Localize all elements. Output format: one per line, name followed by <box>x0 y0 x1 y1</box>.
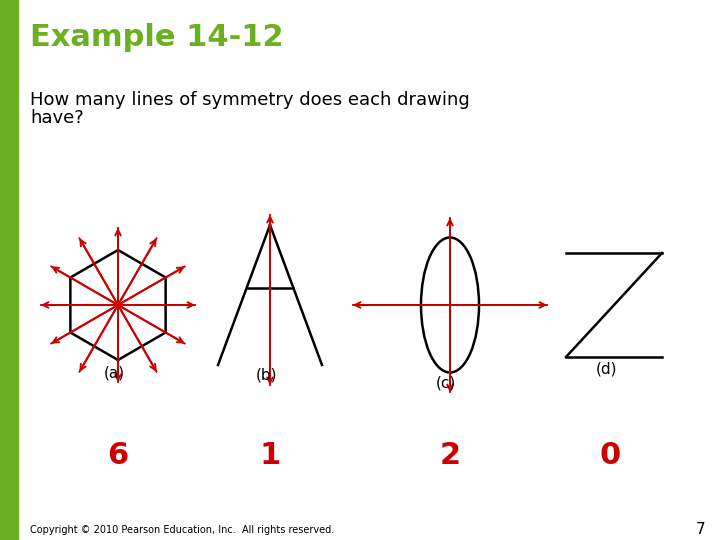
Text: (b): (b) <box>256 368 277 383</box>
Text: 6: 6 <box>107 441 129 469</box>
Text: 7: 7 <box>696 523 705 537</box>
Bar <box>0 0 18 540</box>
Text: (a): (a) <box>104 366 125 381</box>
Text: (c): (c) <box>436 375 456 390</box>
Text: How many lines of symmetry does each drawing: How many lines of symmetry does each dra… <box>30 91 469 109</box>
Text: 1: 1 <box>259 441 281 469</box>
Text: have?: have? <box>30 109 84 127</box>
Text: Copyright © 2010 Pearson Education, Inc.  All rights reserved.: Copyright © 2010 Pearson Education, Inc.… <box>30 525 334 535</box>
Text: 0: 0 <box>599 441 621 469</box>
Text: (d): (d) <box>596 361 618 376</box>
Text: 2: 2 <box>439 441 461 469</box>
Text: Example 14-12: Example 14-12 <box>30 24 284 52</box>
